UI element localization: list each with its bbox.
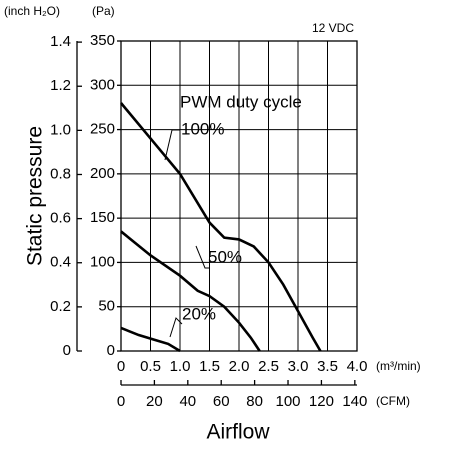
- y2-tick-label: 1.4: [50, 33, 71, 50]
- y-unit-label: (Pa): [92, 4, 115, 18]
- y2-tick-label: 0.2: [50, 298, 71, 315]
- x2-tick-label: 140: [342, 393, 367, 410]
- x-tick-label: 3.0: [288, 358, 309, 375]
- x2-tick-label: 60: [213, 393, 230, 410]
- x-axis-title: Airflow: [206, 421, 270, 444]
- y2-tick-label: 1.2: [50, 77, 71, 94]
- series-label: 100%: [181, 119, 224, 138]
- y-tick-label: 200: [90, 165, 115, 182]
- y-tick-label: 150: [90, 209, 115, 226]
- x2-tick-label: 0: [117, 393, 125, 410]
- y2-tick-label: 0.8: [50, 165, 71, 182]
- x-tick-label: 2.5: [258, 358, 279, 375]
- x2-tick-label: 40: [179, 393, 196, 410]
- x2-tick-label: 80: [246, 393, 263, 410]
- x-tick-label: 0.5: [140, 358, 161, 375]
- annotation: PWM duty cycle: [180, 92, 302, 111]
- x-tick-label: 0: [117, 358, 125, 375]
- y2-tick-label: 1.0: [50, 121, 71, 138]
- y2-unit-label: (inch H₂O): [4, 4, 60, 18]
- series-label: 20%: [182, 304, 216, 323]
- series-line: [120, 230, 261, 352]
- y-tick-label: 250: [90, 121, 115, 138]
- y2-tick-label: 0.6: [50, 210, 71, 227]
- x-tick-label: 1.0: [170, 358, 191, 375]
- x2-tick-label: 20: [146, 393, 163, 410]
- x-tick-label: 2.0: [229, 358, 250, 375]
- x2-unit-label: (CFM): [376, 394, 410, 408]
- series-label: 50%: [208, 247, 242, 266]
- leader-line: [164, 129, 180, 161]
- x2-tick-label: 100: [276, 393, 301, 410]
- x-tick-label: 1.5: [199, 358, 220, 375]
- x2-tick-label: 120: [309, 393, 334, 410]
- series-line: [120, 326, 181, 353]
- x-tick-label: 3.5: [317, 358, 338, 375]
- x-unit-label: (m³/min): [376, 359, 421, 373]
- y-tick-label: 350: [90, 32, 115, 49]
- x-tick-label: 4.0: [347, 358, 368, 375]
- plot-frame: [120, 40, 358, 352]
- series-line: [120, 102, 322, 352]
- y-axis-title: Static pressure: [24, 126, 47, 266]
- leader-line: [195, 245, 210, 269]
- y-tick-label: 50: [98, 298, 115, 315]
- y-tick-label: 300: [90, 76, 115, 93]
- y-tick-label: 100: [90, 253, 115, 270]
- note: 12 VDC: [312, 21, 354, 35]
- y2-tick-label: 0.4: [50, 254, 71, 271]
- y-tick-label: 0: [107, 342, 115, 359]
- y2-tick-label: 0: [63, 342, 71, 359]
